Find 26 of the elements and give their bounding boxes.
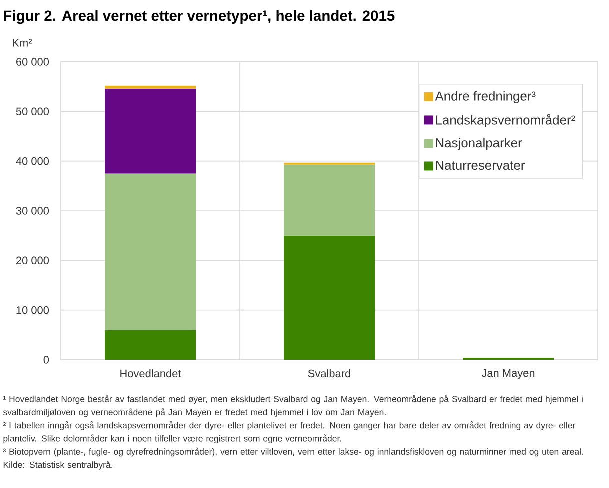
y-tick-label: 20 000	[16, 256, 50, 265]
text: Kilde: Statistisk sentralbyrå.	[4, 460, 113, 470]
y-tick-label: 40 000	[16, 157, 50, 166]
legend-label: Naturreservater	[436, 161, 525, 170]
bar	[105, 330, 196, 360]
bar	[105, 88, 196, 174]
text: ² I tabellen inngår også landskapsvernområder der dyre- eller plantelivet er fredet. Noen ganger har bare deler av området fredning av dyre- eller planteliv. Slike delområder kan i noen tilfeller være registrert som egne verneområder.	[3, 422, 576, 444]
legend-label: Andre fredninger³	[435, 91, 536, 104]
bar	[105, 86, 196, 89]
bar	[284, 164, 376, 236]
text: ¹ Hovedlandet Norge består av fastlandet med øyer, men ekskludert Svalbard og Jan Mayen. Verneområdene på Svalbard er fredet med hjemmel i svalbardmiljøloven og verneområdene på Jan Mayen er fredet med hjemmel i lov om Jan Mayen.	[3, 395, 583, 418]
x-tick-label: Hovedlandet	[120, 370, 182, 378]
bar	[105, 174, 196, 330]
y-tick-label: 0	[44, 356, 50, 364]
chart-title: Figur 2. Areal vernet etter vernetyper¹, hele landet. 2015	[4, 10, 395, 24]
y-tick-label: 60 000	[16, 58, 50, 66]
x-tick-label: Jan Mayen	[482, 370, 535, 380]
y-tick-label: 50 000	[16, 108, 50, 116]
x-tick-label: Svalbard	[308, 370, 350, 378]
legend-label: Nasjonalparker	[436, 138, 522, 150]
y-tick-label: 10 000	[16, 306, 50, 314]
y-axis-title: Km²	[13, 39, 32, 47]
text: ³ Biotopvern (plante-, fugle- og dyrefredningsområder), vern etter viltloven, vern etter lakse- og innlandsfiskloven og naturminner med og uten areal.	[3, 448, 584, 457]
bar	[284, 236, 376, 360]
y-tick-label: 30 000	[16, 207, 50, 215]
legend-label: Landskapsvernområder²	[436, 114, 576, 128]
